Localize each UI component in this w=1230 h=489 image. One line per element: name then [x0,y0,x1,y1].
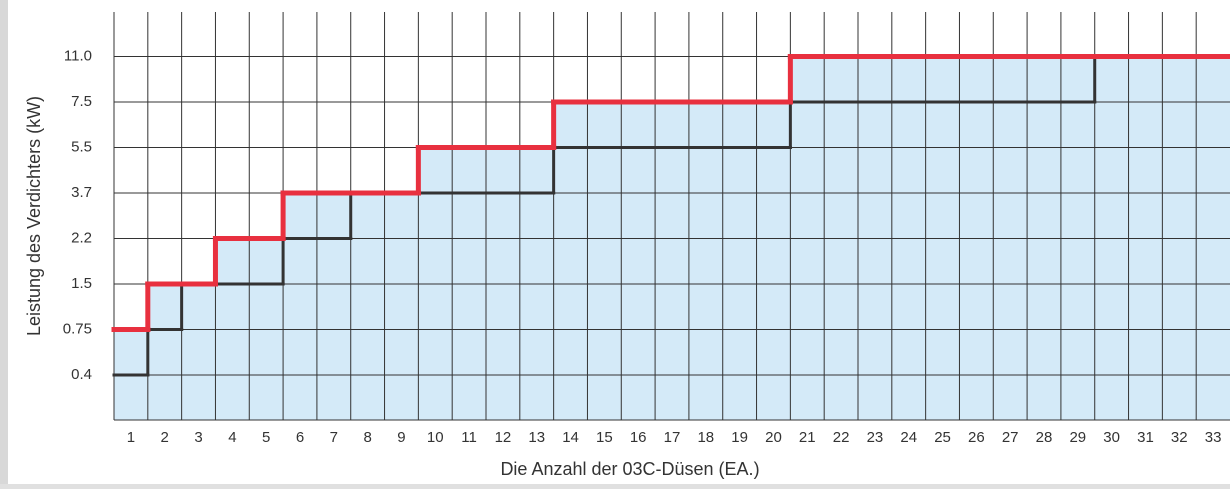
area-fill [621,102,656,420]
x-tick-label: 13 [528,429,545,446]
area-fill [384,193,419,420]
y-tick-label: 5.5 [71,138,92,155]
x-tick-label: 15 [596,429,613,446]
x-tick-label: 24 [900,429,917,446]
x-tick-label: 29 [1069,429,1086,446]
area-fill [655,102,690,420]
x-tick-label: 11 [461,429,477,446]
x-tick-label: 16 [630,429,647,446]
y-tick-label: 7.5 [71,93,92,110]
x-tick-label: 27 [1002,429,1019,446]
y-tick-label: 2.2 [71,229,92,246]
area-fill [587,102,622,420]
x-tick-label: 5 [262,429,270,446]
area-fill [722,102,758,420]
x-tick-label: 33 [1205,429,1222,446]
frame-bottom [0,484,1230,489]
area-fill [553,102,588,420]
x-tick-label: 32 [1171,429,1188,446]
area-fill [756,102,791,420]
area-fill [181,284,216,420]
x-tick-label: 3 [194,429,202,446]
x-tick-label: 2 [161,429,169,446]
x-tick-label: 28 [1036,429,1053,446]
area-fill [147,284,183,420]
x-tick-label: 20 [765,429,782,446]
x-tick-label: 22 [833,429,850,446]
x-tick-label: 12 [495,429,512,446]
x-tick-label: 25 [934,429,951,446]
x-tick-label: 4 [228,429,236,446]
x-tick-label: 7 [330,429,338,446]
x-tick-label: 17 [664,429,681,446]
frame-left [0,0,8,489]
area-fill [316,193,352,420]
x-tick-label: 8 [363,429,371,446]
x-tick-label: 10 [427,429,444,446]
y-tick-label: 3.7 [71,184,92,201]
x-tick-label: 21 [799,429,816,446]
x-tick-label: 19 [731,429,748,446]
plot-area: 0.40.751.52.23.75.57.511.01 2 3 4 5 6 7 8 9 10 11 1… [63,12,1230,446]
x-tick-label: 1 [127,429,135,446]
x-tick-label: 31 [1137,429,1154,446]
x-axis-title: Die Anzahl der 03C-Düsen (EA.) [500,459,759,479]
x-tick-label: 9 [397,429,405,446]
y-tick-label: 0.75 [63,320,92,337]
x-tick-label: 14 [562,429,579,446]
x-tick-label: 18 [697,429,714,446]
x-tick-label: 6 [296,429,304,446]
y-tick-label: 1.5 [71,275,92,292]
area-fill [350,193,386,420]
x-tick-label: 23 [867,429,884,446]
x-tick-label: 26 [968,429,985,446]
area-fill [283,193,318,420]
area-fill [688,102,724,420]
x-tick-label: 30 [1103,429,1120,446]
y-tick-label: 0.4 [71,366,92,383]
y-axis-title: Leistung des Verdichters (kW) [24,96,44,336]
y-tick-label: 11.0 [64,47,92,64]
